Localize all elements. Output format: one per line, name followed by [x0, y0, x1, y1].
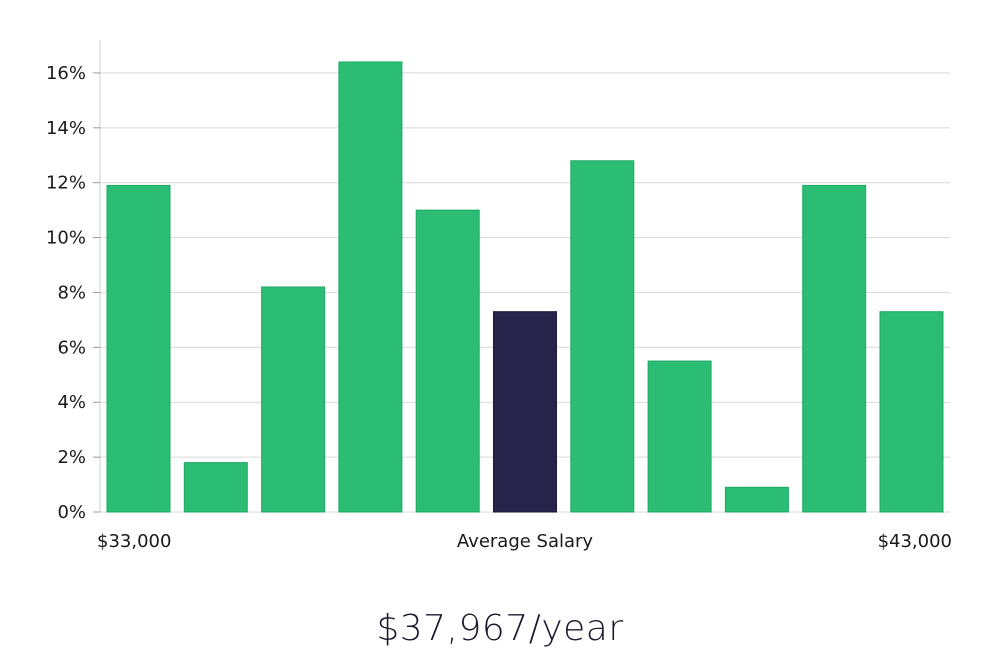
y-tick-label: 10%: [46, 228, 86, 249]
bar: [415, 209, 480, 513]
bar: [879, 311, 944, 513]
bar: [802, 184, 867, 513]
bar-highlighted: [493, 311, 557, 513]
bar: [338, 61, 403, 513]
bar: [261, 286, 326, 513]
bar: [724, 486, 789, 513]
average-salary-value: $37,967/year: [376, 608, 624, 649]
x-axis-title: Average Salary: [457, 531, 594, 552]
bar: [106, 184, 171, 513]
y-tick-label: 2%: [57, 447, 86, 468]
y-tick-label: 4%: [57, 392, 86, 413]
grid-lines: [100, 72, 950, 513]
bars: [106, 61, 944, 513]
bar: [570, 160, 635, 513]
bar: [647, 360, 712, 513]
y-axis-ticks: 0% 2% 4% 6% 8% 10% 12% 14% 16%: [46, 63, 100, 523]
y-tick-label: 16%: [46, 63, 86, 84]
salary-histogram: 0% 2% 4% 6% 8% 10% 12% 14% 16% $33,000 Average S…: [46, 40, 952, 552]
bar: [183, 462, 248, 513]
x-max-label: $43,000: [878, 531, 952, 552]
y-tick-label: 0%: [57, 502, 86, 523]
y-tick-label: 8%: [57, 282, 86, 303]
y-tick-label: 12%: [46, 173, 86, 194]
y-tick-label: 14%: [46, 118, 86, 139]
y-tick-label: 6%: [57, 337, 86, 358]
x-min-label: $33,000: [97, 531, 171, 552]
